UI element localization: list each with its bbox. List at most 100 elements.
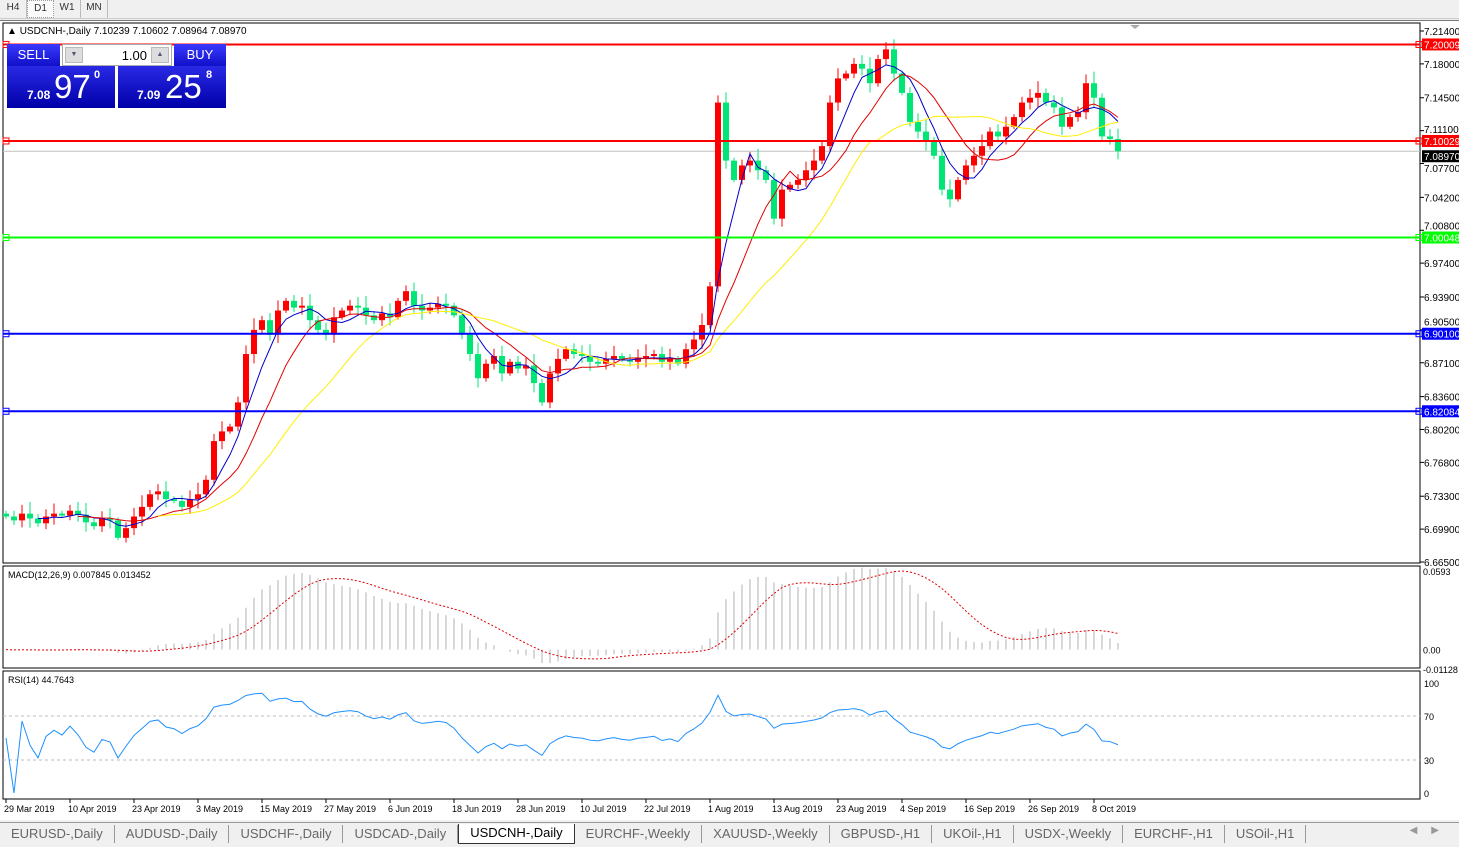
bearish-candle [587, 355, 593, 362]
bearish-candle [475, 354, 481, 379]
chart-tab[interactable]: UKOil-,H1 [932, 824, 1014, 843]
chart-tabs: EURUSD-,Daily AUDUSD-,Daily USDCHF-,Daily U… [0, 822, 1459, 844]
bullish-candle [851, 63, 857, 74]
level-price-label: 6.82084 [1424, 407, 1459, 418]
bearish-candle [995, 131, 1001, 137]
macd-title: MACD(12,26,9) 0.007845 0.013452 [8, 570, 151, 580]
bullish-candle [219, 431, 225, 442]
bullish-candle [827, 102, 833, 147]
bearish-candle [1091, 83, 1097, 98]
rsi-line [5, 692, 1119, 794]
bullish-candle [259, 320, 265, 330]
chart-tab[interactable]: GBPUSD-,H1 [830, 824, 933, 843]
bearish-candle [619, 355, 625, 360]
moving-average-slow [157, 115, 1119, 517]
bullish-candle [1003, 126, 1009, 137]
price-tick-label: 6.66500 [1424, 558, 1459, 569]
bullish-candle [483, 363, 489, 379]
rsi-tick-label: 0 [1424, 789, 1429, 799]
chart-tab[interactable]: USOil-,H1 [1225, 824, 1307, 843]
line-anchor-handle [2, 407, 10, 415]
chart-window[interactable]: 7.21400 7.18000 7.14500 7.11100 7.07700 7.042… [0, 20, 1459, 820]
chart-tab[interactable]: EURCHF-,Weekly [575, 824, 703, 843]
chart-canvas[interactable]: 7.21400 7.18000 7.14500 7.11100 7.07700 7.042… [0, 21, 1459, 821]
bearish-candle [291, 300, 297, 308]
chart-tab[interactable]: EURCHF-,H1 [1123, 824, 1225, 843]
bearish-candle [579, 354, 585, 356]
line-anchor-handle [2, 137, 10, 145]
price-tick-label: 7.21400 [1424, 27, 1459, 38]
bullish-candle [803, 170, 809, 180]
sell-price-pips: 97 [54, 68, 91, 105]
date-label: 15 May 2019 [260, 804, 312, 814]
level-price-label-bg [1422, 231, 1459, 244]
bullish-candle [235, 402, 241, 427]
bearish-candle [459, 315, 465, 335]
level-price-label: 7.20009 [1424, 40, 1459, 51]
bearish-candle [939, 155, 945, 190]
buy-price-pips: 25 [165, 68, 202, 105]
level-price-label: 6.90100 [1424, 330, 1459, 341]
rsi-panel-frame [2, 670, 1421, 800]
price-tick-label: 7.14500 [1424, 94, 1459, 105]
bearish-candle [171, 499, 177, 502]
bullish-candle [123, 528, 129, 538]
sell-button[interactable]: SELL [7, 44, 60, 66]
bearish-candle [267, 320, 273, 335]
bullish-candle [195, 494, 201, 500]
chart-tab[interactable]: USDX-,Weekly [1014, 824, 1124, 843]
bearish-candle [531, 365, 537, 384]
bullish-candle [1075, 112, 1081, 118]
bearish-candle [83, 514, 89, 523]
timeframe-d1[interactable]: D1 [27, 0, 54, 18]
timeframe-w1[interactable]: W1 [54, 0, 81, 18]
decrease-lot-button[interactable]: ▼ [65, 47, 83, 63]
chart-tab[interactable]: AUDUSD-,Daily [115, 824, 230, 843]
bullish-candle [211, 441, 217, 480]
buy-button[interactable]: BUY [174, 44, 226, 66]
bullish-candle [131, 516, 137, 529]
chart-tab[interactable]: USDCAD-,Daily [343, 824, 459, 843]
bullish-candle [243, 354, 249, 403]
timeframe-mn[interactable]: MN [81, 0, 108, 18]
price-tick-label: 7.11100 [1424, 125, 1459, 136]
buy-price-button[interactable]: 7.09 25 8 [118, 66, 226, 108]
bullish-candle [155, 491, 161, 495]
sell-price-button[interactable]: 7.08 97 0 [7, 66, 115, 108]
chart-tab[interactable]: EURUSD-,Daily [0, 824, 115, 843]
lot-size-stepper[interactable]: ▼ 1.00 ▲ [62, 44, 172, 66]
bullish-candle [819, 146, 825, 161]
bearish-candle [355, 305, 361, 308]
macd-panel-frame [2, 565, 1421, 669]
bearish-candle [1107, 136, 1113, 139]
date-label: 23 Apr 2019 [132, 804, 181, 814]
bearish-candle [35, 518, 41, 524]
bullish-candle [635, 357, 641, 362]
bullish-candle [1011, 117, 1017, 127]
date-label: 16 Sep 2019 [964, 804, 1015, 814]
increase-lot-button[interactable]: ▲ [151, 47, 169, 63]
bullish-candle [67, 510, 73, 516]
bullish-candle [275, 310, 281, 335]
tab-scroll-arrows[interactable]: ◀▶ [1409, 825, 1453, 836]
lot-size-input[interactable]: 1.00 [121, 48, 147, 63]
bearish-candle [723, 102, 729, 161]
bearish-candle [27, 513, 33, 519]
chart-tab[interactable]: USDCNH-,Daily [458, 823, 575, 844]
price-tick-label: 7.18000 [1424, 60, 1459, 71]
bearish-candle [675, 358, 681, 364]
bearish-candle [163, 491, 169, 500]
chart-tab[interactable]: USDCHF-,Daily [229, 824, 344, 843]
level-price-label-bg [1422, 134, 1459, 147]
bullish-candle [707, 286, 713, 326]
date-label: 27 May 2019 [324, 804, 376, 814]
bullish-candle [523, 365, 529, 369]
chart-title-text: USDCNH-,Daily 7.10239 7.10602 7.08964 7.… [19, 26, 247, 37]
chart-tab[interactable]: XAUUSD-,Weekly [702, 824, 830, 843]
bullish-candle [187, 499, 193, 507]
bearish-candle [411, 291, 417, 306]
bearish-candle [763, 170, 769, 180]
timeframe-h4[interactable]: H4 [0, 0, 27, 18]
bullish-candle [787, 184, 793, 190]
macd-signal-line [5, 570, 1119, 660]
